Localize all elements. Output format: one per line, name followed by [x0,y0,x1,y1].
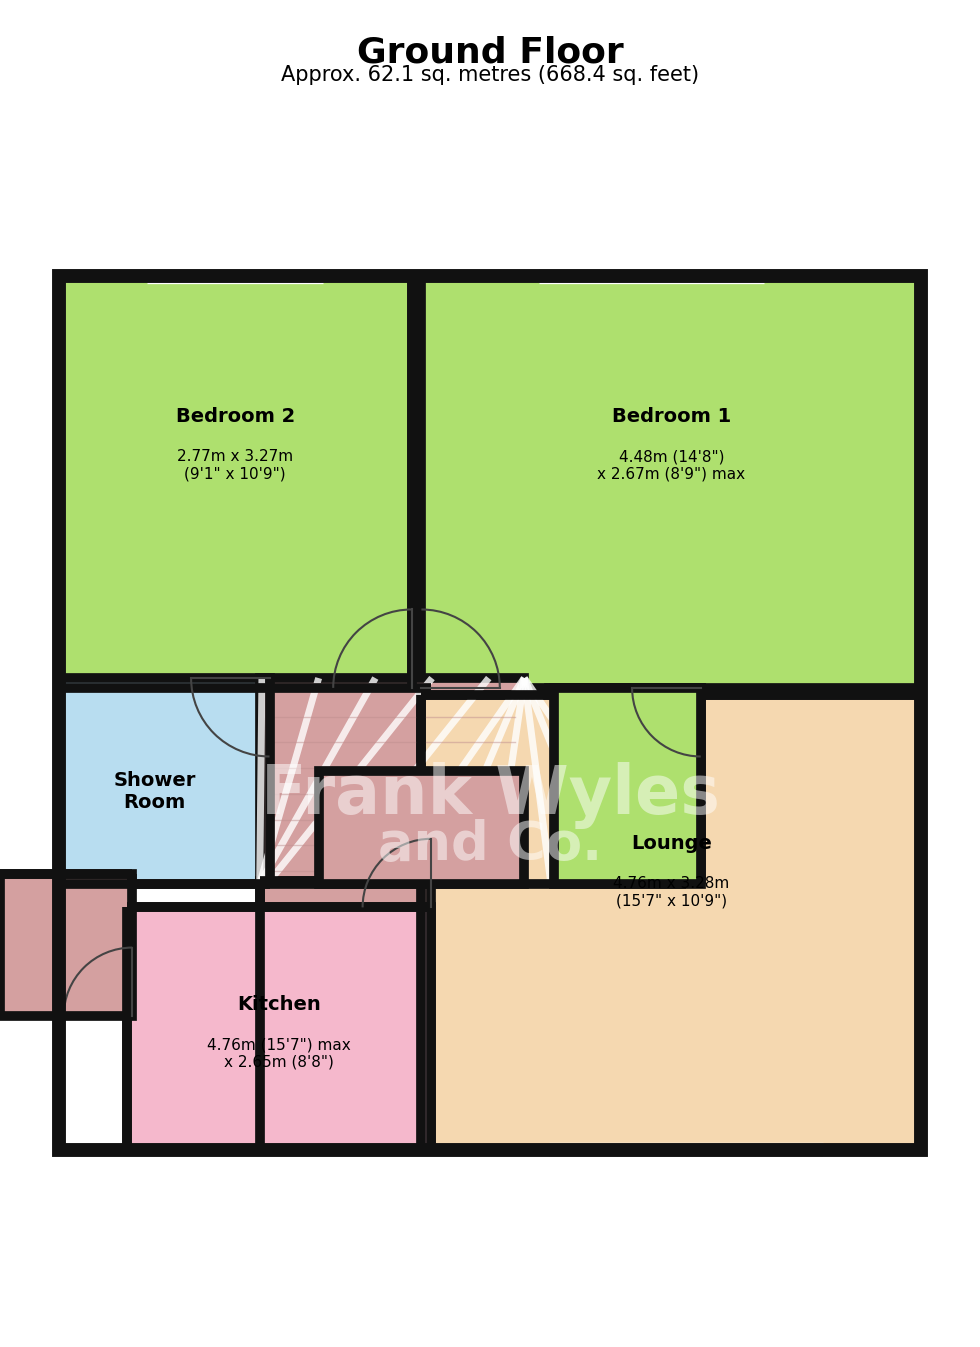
Text: Shower
Room: Shower Room [113,770,196,812]
Text: Lounge: Lounge [631,834,711,853]
Bar [59,276,412,688]
Bar [260,678,524,884]
Bar [59,276,921,1150]
Text: Ground Floor: Ground Floor [357,35,623,69]
Text: Approx. 62.1 sq. metres (668.4 sq. feet): Approx. 62.1 sq. metres (668.4 sq. feet) [281,65,699,85]
Bar [0,874,132,1016]
Text: Bedroom 2: Bedroom 2 [175,407,295,426]
Bar [59,678,270,884]
Bar [421,695,921,1150]
Bar [421,276,921,688]
Bar [549,688,701,884]
Text: Frank Wyles: Frank Wyles [261,762,719,830]
Bar [260,881,431,1150]
Text: 2.77m x 3.27m
(9'1" x 10'9"): 2.77m x 3.27m (9'1" x 10'9") [177,449,293,482]
Text: 4.76m (15'7") max
x 2.65m (8'8"): 4.76m (15'7") max x 2.65m (8'8") [208,1037,351,1070]
Text: 4.48m (14'8")
x 2.67m (8'9") max: 4.48m (14'8") x 2.67m (8'9") max [597,449,746,482]
Text: Kitchen: Kitchen [237,995,321,1014]
Bar [127,908,431,1150]
Text: and Co.: and Co. [378,819,602,870]
Text: 4.76m x 3.28m
(15'7" x 10'9"): 4.76m x 3.28m (15'7" x 10'9") [613,876,729,909]
Bar [318,770,524,884]
Bar [554,688,701,884]
Text: Bedroom 1: Bedroom 1 [612,407,731,426]
